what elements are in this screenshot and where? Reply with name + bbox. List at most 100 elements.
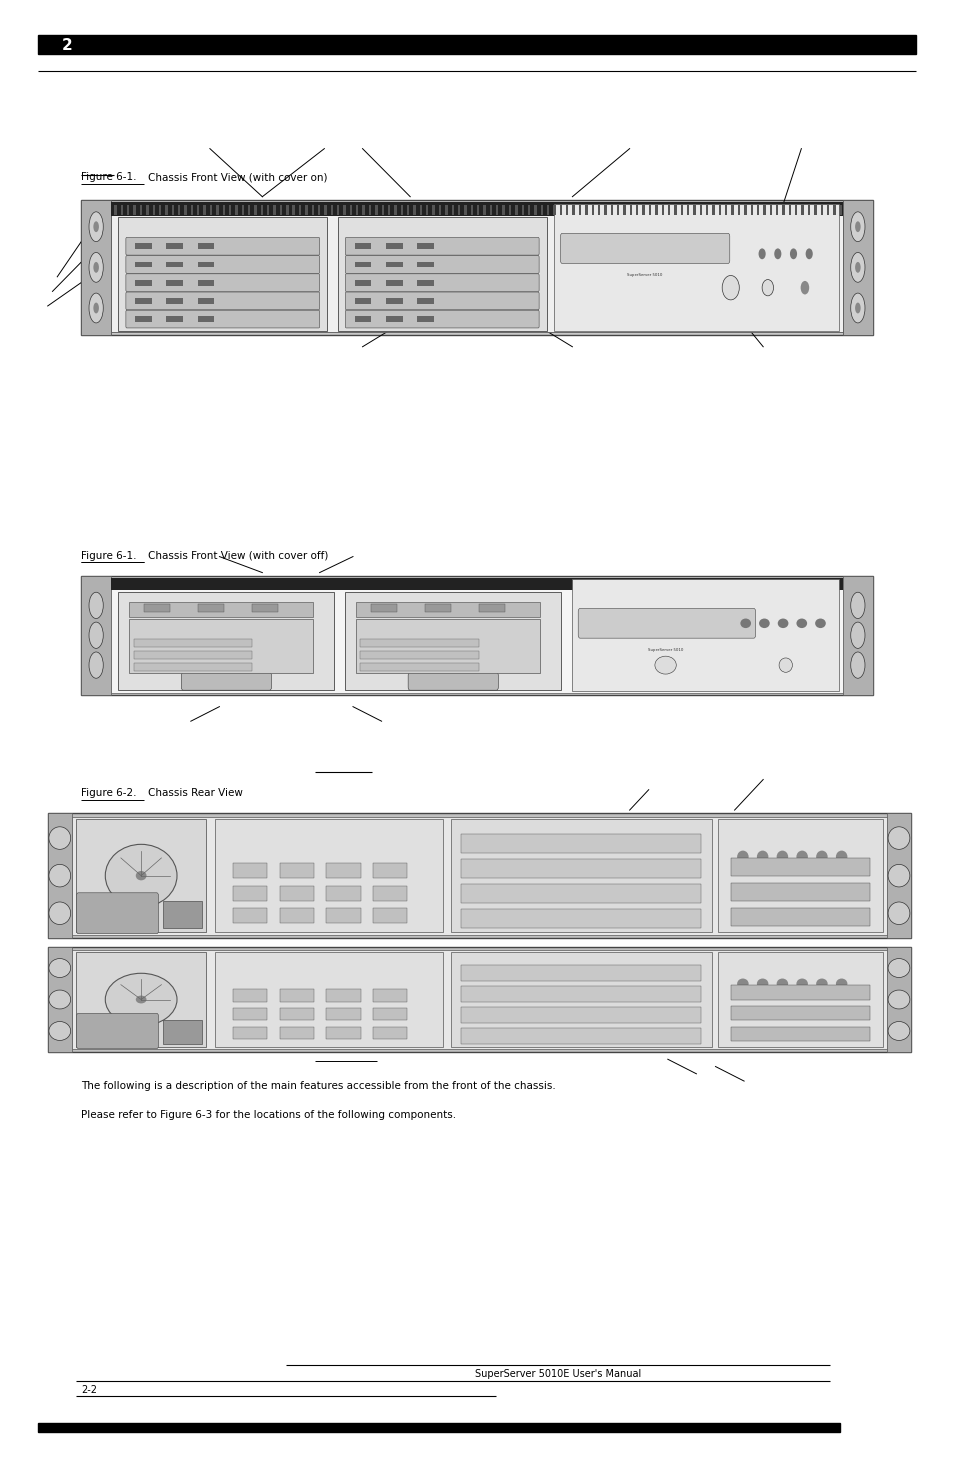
- Bar: [775, 205, 778, 214]
- Ellipse shape: [654, 656, 676, 675]
- Ellipse shape: [850, 651, 864, 679]
- Bar: [235, 205, 237, 214]
- Bar: [133, 663, 252, 670]
- Bar: [135, 316, 152, 322]
- Bar: [386, 316, 402, 322]
- Bar: [360, 640, 478, 647]
- Ellipse shape: [740, 619, 750, 628]
- Bar: [540, 205, 542, 214]
- Ellipse shape: [804, 248, 812, 259]
- Bar: [163, 1020, 202, 1043]
- Ellipse shape: [854, 303, 860, 313]
- Bar: [461, 884, 700, 903]
- Ellipse shape: [887, 902, 909, 925]
- Ellipse shape: [49, 991, 71, 1008]
- Text: Chassis Front View (with cover off): Chassis Front View (with cover off): [148, 551, 328, 561]
- Bar: [326, 1027, 360, 1039]
- Ellipse shape: [776, 979, 787, 989]
- Ellipse shape: [89, 252, 103, 283]
- Bar: [133, 640, 252, 647]
- FancyBboxPatch shape: [559, 233, 729, 264]
- Bar: [337, 217, 546, 331]
- Bar: [144, 605, 171, 612]
- Bar: [81, 576, 112, 695]
- Bar: [166, 243, 183, 249]
- Bar: [674, 205, 676, 214]
- Ellipse shape: [887, 826, 909, 849]
- Bar: [76, 953, 206, 1046]
- Bar: [438, 205, 440, 214]
- Text: Figure 6-1.: Figure 6-1.: [81, 172, 136, 182]
- Bar: [508, 205, 511, 214]
- Ellipse shape: [796, 979, 807, 989]
- Bar: [807, 205, 809, 214]
- Bar: [305, 205, 307, 214]
- Ellipse shape: [49, 826, 71, 849]
- Bar: [355, 602, 539, 616]
- Bar: [826, 205, 828, 214]
- Ellipse shape: [89, 293, 103, 323]
- Text: Please refer to Figure 6-3 for the locations of the following components.: Please refer to Figure 6-3 for the locat…: [81, 1110, 456, 1120]
- Bar: [705, 205, 708, 214]
- Bar: [425, 605, 451, 612]
- Bar: [534, 205, 537, 214]
- Ellipse shape: [761, 280, 773, 296]
- Ellipse shape: [93, 262, 99, 272]
- Ellipse shape: [800, 281, 808, 294]
- Bar: [222, 205, 225, 214]
- Bar: [331, 205, 333, 214]
- FancyBboxPatch shape: [126, 310, 319, 328]
- Bar: [381, 205, 383, 214]
- Bar: [112, 578, 841, 692]
- Ellipse shape: [49, 864, 71, 887]
- Bar: [699, 205, 701, 214]
- Bar: [461, 965, 700, 981]
- Bar: [114, 205, 116, 214]
- Bar: [394, 205, 396, 214]
- Bar: [603, 205, 606, 214]
- Bar: [355, 316, 371, 322]
- Bar: [407, 205, 409, 214]
- Bar: [841, 576, 872, 695]
- Bar: [121, 205, 123, 214]
- Ellipse shape: [796, 851, 807, 863]
- Bar: [130, 619, 313, 673]
- Bar: [112, 578, 841, 590]
- Bar: [355, 619, 539, 673]
- Ellipse shape: [789, 248, 797, 259]
- Ellipse shape: [796, 619, 806, 628]
- Bar: [135, 243, 152, 249]
- Bar: [762, 205, 765, 214]
- Bar: [731, 985, 869, 1000]
- Bar: [355, 261, 371, 268]
- Bar: [38, 35, 915, 54]
- Bar: [445, 205, 447, 214]
- Bar: [813, 205, 816, 214]
- Bar: [360, 651, 478, 659]
- Bar: [355, 205, 358, 214]
- Bar: [413, 205, 416, 214]
- Bar: [416, 316, 434, 322]
- Bar: [197, 297, 214, 305]
- Bar: [461, 1027, 700, 1043]
- Bar: [731, 908, 869, 925]
- Bar: [369, 205, 371, 214]
- Bar: [216, 205, 218, 214]
- Bar: [214, 953, 442, 1046]
- Bar: [312, 205, 314, 214]
- Bar: [461, 860, 700, 879]
- FancyBboxPatch shape: [76, 893, 158, 934]
- Bar: [750, 205, 752, 214]
- Bar: [233, 989, 267, 1001]
- Bar: [400, 205, 402, 214]
- Bar: [572, 205, 575, 214]
- Bar: [178, 205, 180, 214]
- Ellipse shape: [89, 651, 103, 679]
- Bar: [197, 243, 214, 249]
- Ellipse shape: [779, 659, 792, 672]
- Bar: [457, 205, 459, 214]
- Bar: [210, 205, 212, 214]
- Bar: [478, 605, 504, 612]
- FancyBboxPatch shape: [126, 237, 319, 255]
- Bar: [274, 205, 275, 214]
